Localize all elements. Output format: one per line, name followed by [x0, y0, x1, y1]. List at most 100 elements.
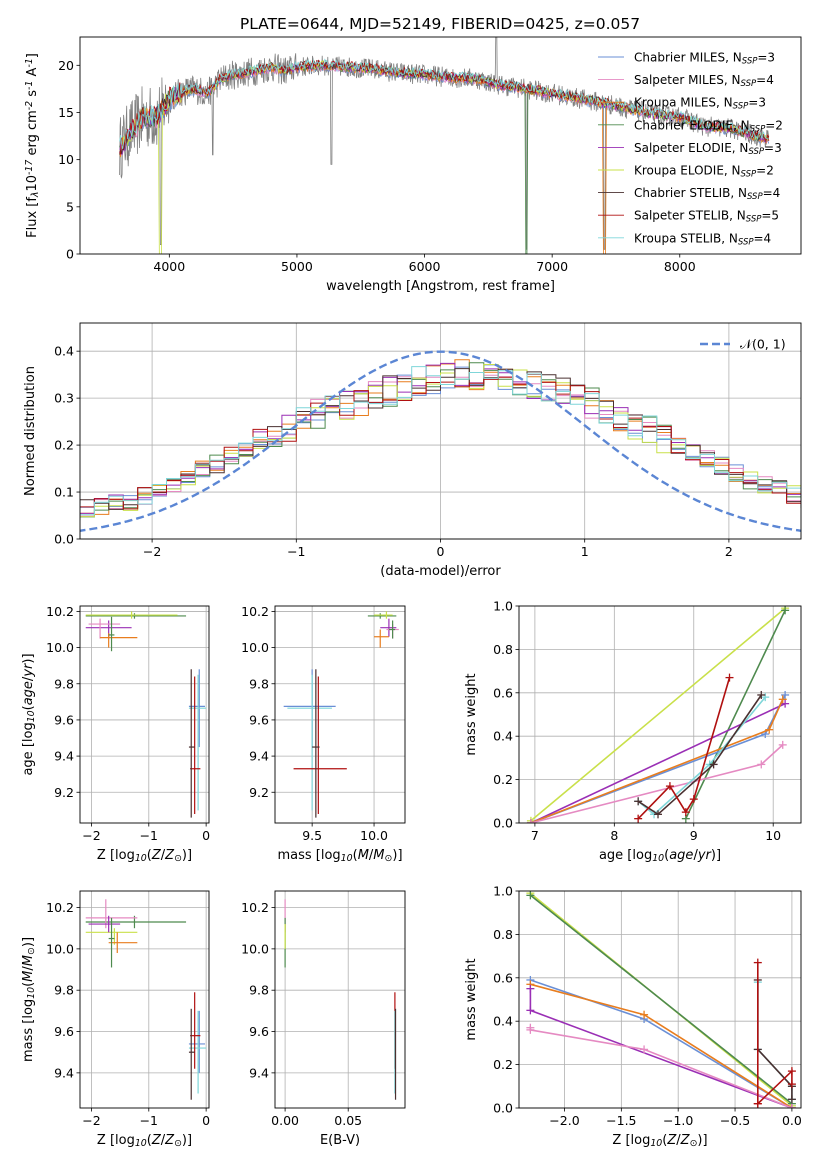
label-segment: 10 — [25, 175, 40, 192]
label-segment: Z — [666, 1133, 677, 1148]
y-tick-label: 9.4 — [249, 1065, 269, 1080]
label-segment: mass weight — [464, 673, 479, 755]
y-tick-label: 0.2 — [493, 1057, 513, 1072]
label-segment: )] — [711, 848, 721, 863]
x-tick-label: 0 — [437, 544, 445, 559]
errorbar-point — [108, 616, 115, 652]
x-tick-label: 0.05 — [334, 1113, 362, 1128]
legend-name: Chabrier STELIB, N — [634, 186, 747, 200]
weight-marker — [787, 1104, 796, 1108]
label-segment: ( — [147, 848, 152, 863]
label-segment: -1 — [24, 81, 35, 90]
y-tick-label: 10.2 — [46, 900, 74, 915]
legend-subscript: SSP — [741, 79, 757, 89]
x-tick-label: 0.0 — [782, 1113, 802, 1128]
y-tick-label: 9.8 — [54, 983, 74, 998]
gaussian-curve — [80, 350, 801, 533]
axes-frame — [518, 890, 802, 1109]
weight-marker — [787, 1095, 796, 1104]
label-segment: Z [log — [97, 1133, 135, 1148]
label-segment: / — [369, 848, 374, 863]
weight-marker — [665, 782, 674, 791]
errorbar-point — [188, 669, 195, 818]
legend-count: =2 — [756, 164, 774, 178]
weight-marker — [681, 808, 690, 817]
weight-marker — [526, 1006, 535, 1015]
weight-marker — [787, 1067, 796, 1076]
x-tick-label: 10 — [765, 828, 781, 843]
x-tick-label: −1 — [287, 544, 305, 559]
x-tick-label: 4000 — [153, 259, 185, 274]
y-axis-label: mass weight — [464, 673, 479, 755]
legend-subscript: SSP — [742, 57, 758, 67]
x-axis-label: wavelength [Angstrom, rest frame] — [326, 279, 555, 294]
y-tick-label: 1.0 — [493, 884, 513, 899]
errorbar-point — [188, 1008, 195, 1100]
label-segment: / — [693, 848, 698, 863]
errorbar-point — [293, 676, 347, 814]
plot-area-spectrum — [119, 37, 770, 254]
legend-subscript: SSP — [748, 147, 764, 157]
weight-marker — [778, 740, 787, 749]
x-tick-label: 7 — [531, 828, 539, 843]
y-tick-label: 0.6 — [493, 685, 513, 700]
x-tick-label: 0 — [202, 1113, 210, 1128]
label-segment: ( — [21, 705, 36, 710]
weight-marker — [765, 725, 774, 734]
y-tick-label: 9.8 — [249, 983, 269, 998]
label-segment: age — [669, 848, 693, 863]
label-segment: ⊙ — [26, 947, 37, 955]
label-segment: )] — [182, 1133, 192, 1148]
label-segment: mass [log — [21, 999, 36, 1062]
label-segment: ] — [25, 53, 40, 58]
legend-entry: 𝒩(0, 1) — [740, 337, 786, 352]
weight-line-chabrier-stelib — [637, 694, 762, 816]
weight-marker — [757, 760, 766, 769]
label-segment: 10 — [135, 1138, 147, 1149]
legend-name: Chabrier ELODIE, N — [634, 118, 750, 132]
histogram-kroupa-miles — [80, 359, 801, 515]
label-segment: Z — [680, 1133, 691, 1148]
x-tick-label: 8000 — [664, 259, 696, 274]
model-spectrum-kroupa-stelib — [119, 58, 769, 149]
label-segment: ( — [353, 848, 358, 863]
label-segment: Z — [151, 1133, 162, 1148]
label-segment: 10 — [341, 853, 353, 864]
label-segment: ( — [147, 1133, 152, 1148]
y-tick-label: 10.0 — [241, 941, 269, 956]
y-tick-label: 9.2 — [249, 785, 269, 800]
y-tick-label: 15 — [58, 105, 74, 120]
y-axis-label: age [log10(age/yr)] — [21, 653, 37, 775]
weight-line-salpeter-stelib — [757, 962, 793, 1106]
label-segment: -17 — [24, 160, 35, 175]
y-tick-label: 9.4 — [54, 749, 74, 764]
label-segment: / — [676, 1133, 681, 1148]
legend-entry: Salpeter ELODIE, NSSP=3 — [634, 141, 782, 157]
label-segment: M — [21, 971, 36, 982]
legend-entry: Salpeter STELIB, NSSP=5 — [634, 209, 779, 225]
x-tick-label: 8 — [610, 828, 618, 843]
x-tick-label: −2 — [82, 1113, 100, 1128]
x-tick-label: −1.0 — [663, 1113, 693, 1128]
y-tick-label: 10.0 — [46, 941, 74, 956]
y-tick-label: 0.6 — [493, 970, 513, 985]
legend-count: =3 — [748, 96, 766, 110]
histogram-legend: 𝒩(0, 1) — [700, 337, 786, 352]
weight-marker — [753, 1099, 762, 1108]
x-tick-label: −1.5 — [606, 1113, 636, 1128]
errorbar-point — [100, 633, 138, 648]
legend-subscript: SSP — [741, 170, 757, 180]
weight-marker — [725, 673, 734, 682]
histogram-kroupa-stelib — [80, 366, 801, 516]
y-tick-label: 20 — [58, 58, 74, 73]
weight-marker — [640, 1045, 649, 1054]
axes-z_vs_mass: −2 −1 09.49.69.810.010.2Z [log10(Z/Z⊙)]mas… — [21, 890, 210, 1149]
label-segment: mass [log — [277, 848, 340, 863]
axes-z_vs_mass_weight: −2.0 −1.5 −1.0 −0.5 0.0 0.0 0.2 0.4 0.6 0.8 1.0 Z [… — [464, 884, 802, 1150]
legend-count: =3 — [764, 141, 782, 155]
y-tick-label: 0.2 — [54, 438, 74, 453]
y-tick-label: 9.4 — [54, 1065, 74, 1080]
plot-area-z_vs_mass_weight — [526, 891, 796, 1108]
errorbar-point — [88, 618, 121, 639]
